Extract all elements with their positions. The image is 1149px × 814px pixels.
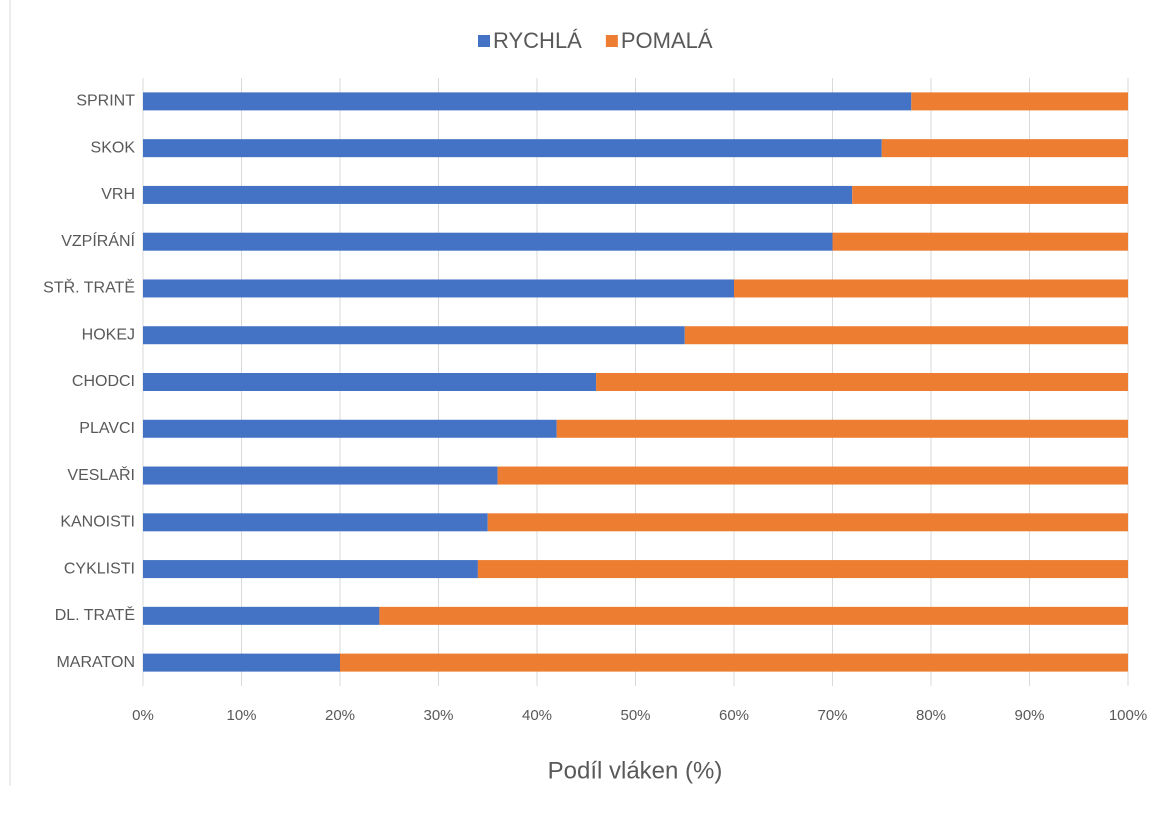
x-tick-label: 70%	[817, 707, 847, 724]
bar-segment	[143, 232, 833, 251]
bar-segment	[487, 513, 1128, 532]
y-tick-label: VRH	[101, 186, 135, 203]
legend-swatch	[478, 35, 490, 47]
bar-segment	[143, 560, 478, 579]
x-tick-label: 0%	[132, 707, 154, 724]
legend-label: RYCHLÁ	[493, 28, 582, 53]
y-tick-label: DL. TRATĚ	[55, 605, 135, 624]
bar-segment	[832, 232, 1128, 251]
bar-segment	[143, 373, 597, 391]
bar-segment	[143, 279, 734, 298]
bar-segment	[143, 653, 340, 672]
x-tick-label: 40%	[522, 707, 552, 724]
y-tick-label: SPRINT	[76, 93, 135, 110]
x-tick-label: 80%	[916, 707, 946, 724]
y-tick-label: CYKLISTI	[64, 560, 135, 577]
x-tick-label: 60%	[719, 707, 749, 724]
y-tick-label: MARATON	[56, 654, 135, 671]
bar-segment	[143, 139, 882, 158]
x-tick-label: 100%	[1109, 707, 1147, 724]
bar-segment	[477, 560, 1128, 579]
x-tick-label: 90%	[1014, 707, 1044, 724]
y-tick-label: KANOISTI	[60, 514, 135, 531]
bar-segment	[143, 185, 853, 204]
bar-segment	[143, 92, 912, 111]
legend-swatch	[605, 35, 618, 47]
bar-segment	[143, 513, 488, 532]
y-tick-label: VESLAŘI	[67, 465, 135, 484]
x-axis-title: Podíl vláken (%)	[548, 757, 723, 784]
bar-segment	[379, 606, 1128, 625]
x-tick-label: 10%	[226, 707, 256, 724]
y-tick-label: VZPÍRÁNÍ	[61, 231, 135, 250]
x-tick-label: 30%	[423, 707, 453, 724]
y-tick-label: HOKEJ	[82, 326, 135, 343]
bar-segment	[596, 373, 1128, 391]
bar-segment	[684, 326, 1128, 345]
y-tick-label: PLAVCI	[79, 420, 135, 437]
bar-segment	[497, 466, 1129, 485]
x-tick-label: 50%	[620, 707, 650, 724]
bar-segment	[911, 92, 1128, 111]
bar-segment	[143, 326, 685, 345]
bar-segment	[881, 139, 1128, 158]
bar-segment	[556, 419, 1128, 438]
bar-segment	[852, 185, 1128, 204]
bar-segment	[143, 606, 380, 625]
bar-segment	[143, 419, 557, 438]
bar-segment	[340, 653, 1128, 672]
x-tick-label: 20%	[325, 707, 355, 724]
bar-segment	[143, 466, 498, 485]
y-tick-label: STŘ. TRATĚ	[43, 278, 135, 297]
y-tick-label: SKOK	[91, 139, 136, 156]
bar-segment	[734, 279, 1128, 298]
legend-label: POMALÁ	[621, 28, 713, 53]
y-tick-label: CHODCI	[72, 373, 135, 390]
